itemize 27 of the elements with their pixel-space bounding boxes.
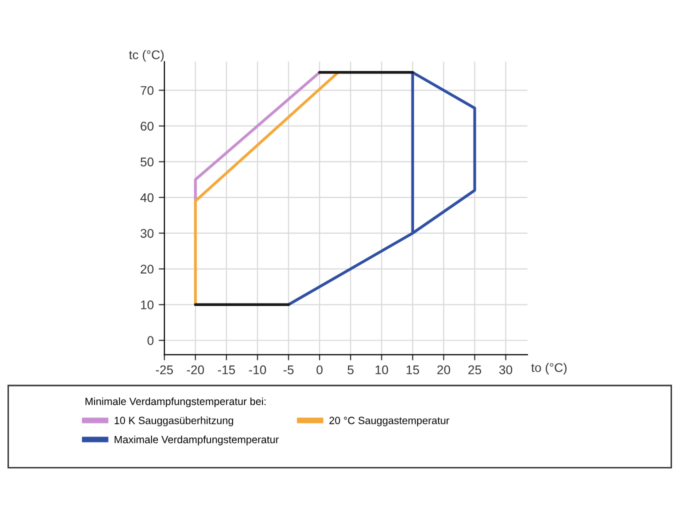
x-tick-label: 15	[406, 366, 420, 374]
y-tick-label: 10	[141, 300, 154, 310]
legend-title: Minimale Verdampfungstemperatur bei:	[86, 397, 266, 408]
x-tick-label: -5	[284, 366, 294, 374]
y-axis-title: tc (°C)	[129, 50, 164, 62]
x-tick-label: 5	[348, 366, 354, 374]
y-tick-label: 70	[140, 86, 154, 95]
x-tick-label: 10	[376, 365, 388, 374]
line-series	[287, 71, 476, 306]
legend-label: 10 K Sauggasüberhitzung	[114, 416, 234, 426]
x-tick-label: 20	[437, 365, 450, 374]
x-tick-label: -20	[186, 365, 204, 374]
x-tick-label: -15	[218, 366, 235, 374]
x-tick-label: -10	[249, 365, 266, 374]
x-tick-label: -25	[156, 365, 173, 374]
y-tick-label: 20	[140, 264, 154, 274]
legend-label: Maximale Verdampfungstemperatur	[114, 436, 279, 446]
legend-label: 20 °C Sauggastemperatur	[329, 416, 450, 426]
y-tick-label: 30	[140, 228, 154, 238]
x-tick-label: 25	[468, 365, 482, 374]
x-tick-label: 30	[499, 365, 512, 374]
y-tick-label: 60	[140, 122, 154, 131]
y-tick-label: 40	[140, 193, 154, 202]
y-tick-label: 0	[148, 336, 154, 346]
y-tick-label: 50	[140, 158, 154, 166]
x-axis-title: to (°C)	[531, 362, 567, 375]
x-tick-label: 0	[316, 365, 323, 374]
